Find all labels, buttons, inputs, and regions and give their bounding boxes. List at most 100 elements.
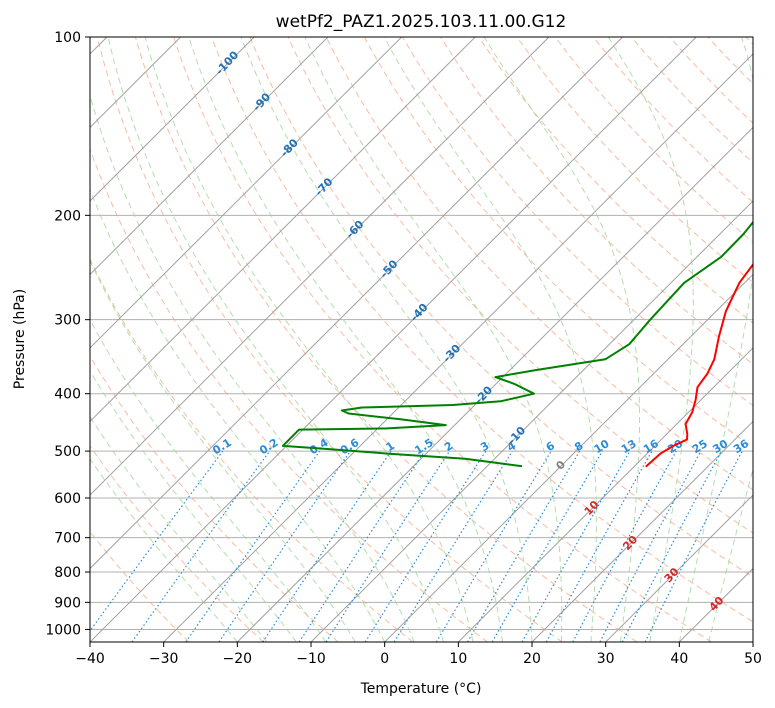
isotherm-line — [384, 273, 753, 642]
moist-adiabat-line — [107, 37, 445, 642]
mixing-ratio-label: 2 — [442, 439, 455, 454]
mixing-ratio-line — [185, 450, 321, 642]
moist-adiabat-line — [383, 37, 597, 642]
dry-adiabat-line — [707, 37, 753, 85]
x-tick-label: −30 — [149, 651, 179, 667]
dry-adiabat-line — [478, 37, 753, 324]
mixing-ratio-line — [90, 450, 224, 632]
dry-adiabat-line — [402, 37, 753, 406]
isotherm-label: -60 — [344, 218, 367, 242]
isotherm-line — [752, 641, 753, 642]
moist-adiabat-line — [90, 370, 297, 642]
x-axis-title: Temperature (°C) — [360, 681, 482, 697]
isotherm-line — [90, 37, 182, 129]
mixing-ratio-label: 0.6 — [338, 436, 362, 458]
isotherm-line — [457, 347, 753, 642]
x-tick-label: 30 — [597, 651, 615, 667]
mixing-ratio-label: 30 — [710, 437, 730, 456]
isotherm-label: 30 — [662, 565, 682, 585]
y-tick-label: 700 — [54, 531, 81, 547]
moist-adiabat-line — [144, 37, 474, 642]
mixing-ratio-line — [521, 450, 631, 642]
moist-adiabat-line — [678, 37, 753, 642]
dry-adiabat-line — [90, 444, 264, 642]
y-tick-label: 600 — [54, 491, 81, 507]
dry-adiabat-line — [90, 355, 339, 642]
chart-title: wetPf2_PAZ1.2025.103.11.00.G12 — [276, 12, 567, 32]
dry-adiabat-line — [363, 37, 753, 448]
dry-adiabat-line — [249, 37, 753, 578]
dry-adiabat-line — [325, 37, 753, 491]
mixing-ratio-line — [364, 450, 487, 642]
isotherm-line — [90, 37, 550, 496]
isotherm-line — [236, 126, 753, 642]
y-tick-label: 300 — [54, 313, 81, 329]
moist-adiabat-line — [90, 458, 238, 642]
dry-adiabat-line — [516, 37, 753, 284]
mixing-ratio-label: 13 — [619, 437, 639, 456]
mixing-ratio-line — [218, 450, 351, 642]
isotherm-line — [90, 37, 329, 276]
x-tick-label: −10 — [296, 651, 326, 667]
mixing-ratio-line — [131, 450, 271, 642]
isotherm-line — [90, 37, 476, 423]
isotherm-line — [605, 494, 753, 642]
dry-adiabat-line — [134, 37, 638, 642]
y-tick-label: 900 — [54, 595, 81, 611]
x-tick-label: −40 — [75, 651, 105, 667]
mixing-ratio-line — [435, 450, 552, 642]
y-tick-label: 200 — [54, 208, 81, 224]
moist-adiabat-line — [188, 37, 503, 642]
dry-adiabat-line — [90, 147, 488, 642]
isotherm-line — [90, 37, 624, 570]
dry-adiabat-line — [287, 37, 753, 534]
isotherm-label: -50 — [377, 257, 400, 281]
temperature-profile-line — [645, 262, 753, 468]
mixing-ratio-label: 25 — [690, 437, 710, 456]
dry-adiabat-line — [668, 37, 753, 124]
mixing-ratio-label: 16 — [641, 437, 661, 456]
y-tick-label: 1000 — [45, 622, 81, 638]
moist-adiabat-line — [304, 37, 563, 642]
mixing-ratio-line — [491, 450, 604, 642]
dry-adiabat-line — [630, 37, 753, 164]
y-tick-label: 400 — [54, 387, 81, 403]
mixing-ratio-line — [599, 450, 702, 642]
x-tick-label: 0 — [380, 651, 389, 667]
isotherm-line — [0, 10, 60, 654]
mixing-ratio-label: 0.4 — [307, 436, 331, 458]
y-tick-label: 100 — [54, 30, 81, 46]
isotherm-label: -70 — [312, 175, 335, 199]
y-axis-title: Pressure (hPa) — [12, 289, 28, 389]
y-tick-label: 800 — [54, 565, 81, 581]
dry-adiabat-line — [745, 37, 753, 45]
dry-adiabat-line — [554, 37, 753, 243]
mixing-ratio-line — [393, 450, 513, 642]
isotherm-label: 20 — [620, 533, 640, 553]
isotherm-label: 0 — [553, 458, 568, 473]
y-tick-label: 500 — [54, 444, 81, 460]
isotherm-line — [310, 200, 753, 642]
dewpoint-profile-line — [281, 220, 753, 468]
x-tick-label: −20 — [223, 651, 253, 667]
x-axis: −40 −30 −20 −10 0 10 20 30 40 50 — [75, 642, 762, 667]
x-tick-label: 40 — [670, 651, 688, 667]
moist-adiabat-line — [90, 318, 327, 642]
isotherm-label: 10 — [582, 498, 602, 518]
moist-adiabat-line — [90, 93, 415, 642]
plot-area: 0.1 0.2 0.4 0.6 1 1.5 2 3 4 6 8 10 13 16 20 25 30 36-100-… — [0, 10, 753, 654]
mixing-ratio-line — [545, 450, 653, 642]
dry-adiabat-line — [211, 37, 753, 623]
moist-adiabat-line — [90, 188, 386, 642]
isotherm-label: -80 — [278, 136, 301, 160]
dry-adiabat-line — [96, 37, 563, 642]
moist-adiabat-line — [607, 37, 694, 642]
mixing-ratio-line — [572, 450, 677, 642]
x-tick-label: 50 — [744, 651, 762, 667]
mixing-ratio-label: 1.5 — [412, 436, 435, 457]
plot-frame — [89, 36, 754, 643]
isotherm-label: -90 — [250, 90, 273, 114]
isotherm-line — [90, 37, 403, 349]
